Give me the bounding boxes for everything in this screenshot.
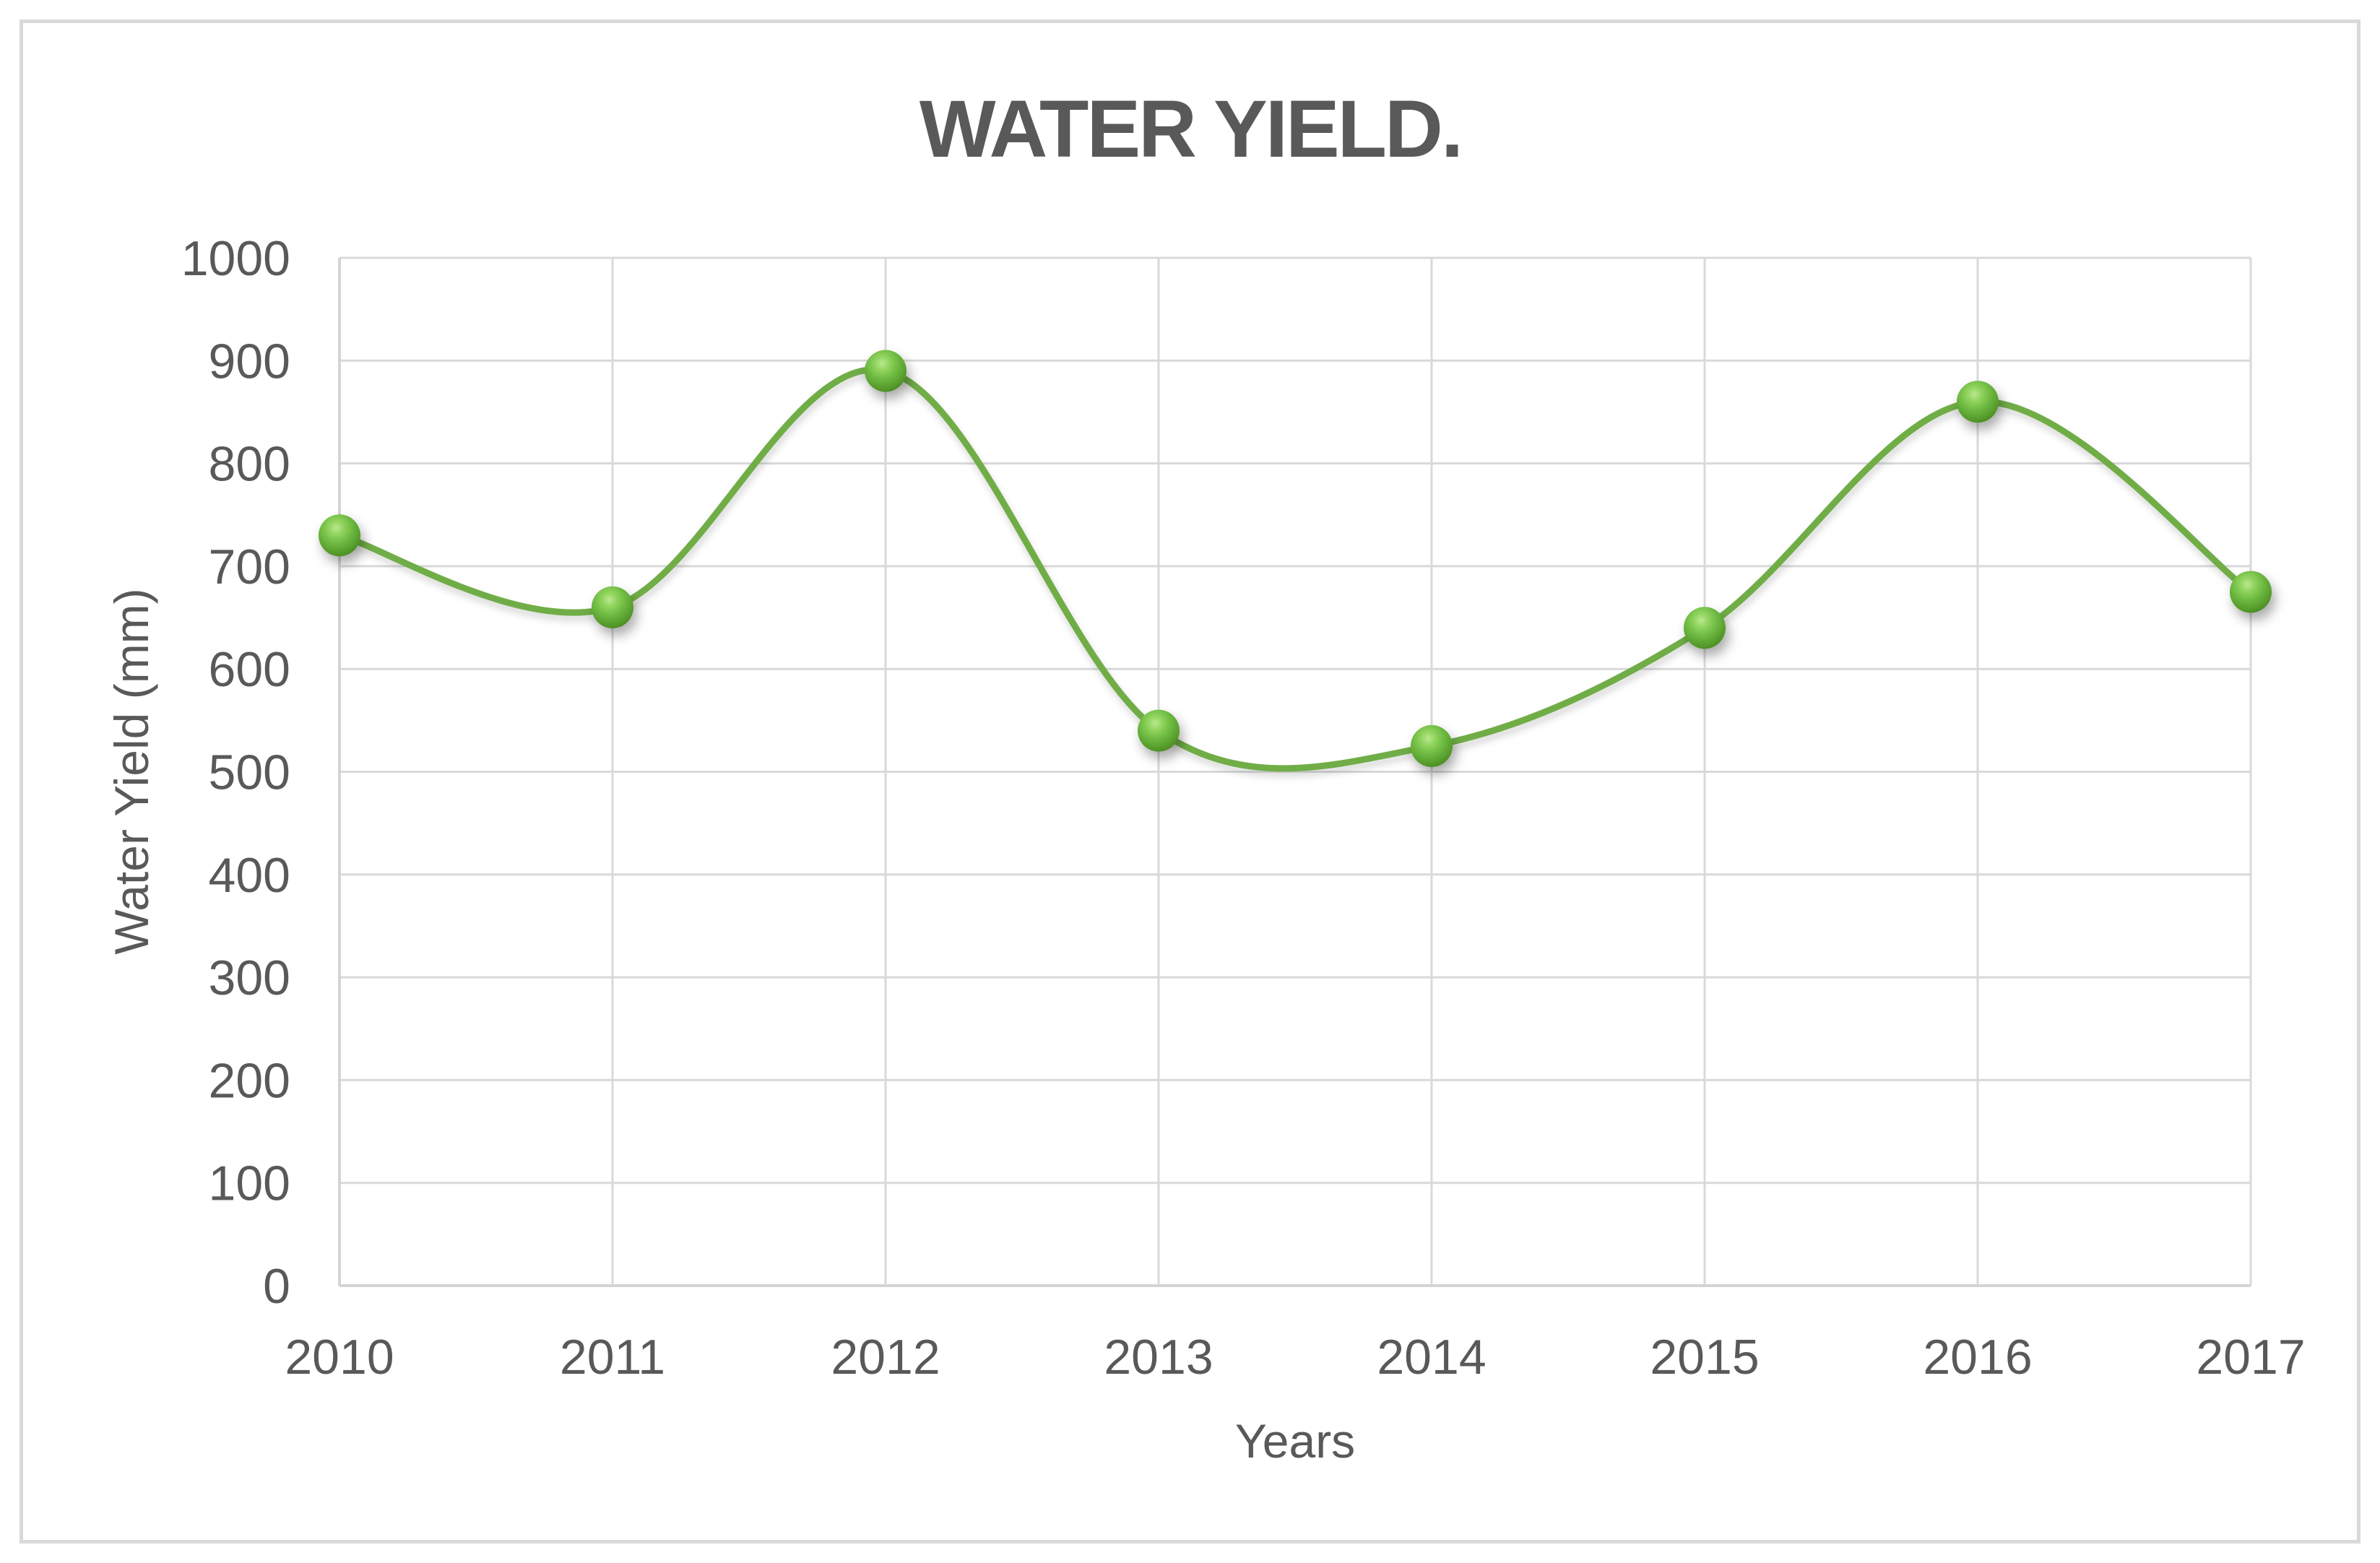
y-tick-label: 100 — [209, 1156, 290, 1211]
data-point-marker — [1411, 724, 1453, 767]
chart-border — [20, 20, 2360, 1543]
x-tick-label: 2014 — [1377, 1330, 1486, 1385]
chart-title: WATER YIELD. — [919, 84, 1461, 174]
y-tick-label: 600 — [209, 642, 290, 697]
y-tick-label: 700 — [209, 540, 290, 594]
x-tick-label: 2015 — [1650, 1330, 1759, 1385]
data-point-marker — [1957, 381, 1999, 423]
x-tick-label: 2011 — [560, 1330, 665, 1385]
x-tick-label: 2016 — [1923, 1330, 2032, 1385]
y-tick-label: 800 — [209, 437, 290, 492]
series-group — [319, 350, 2272, 772]
y-tick-label: 400 — [209, 848, 290, 903]
x-tick-label: 2013 — [1104, 1330, 1213, 1385]
y-tick-label: 500 — [209, 745, 290, 800]
x-axis-title: Years — [1235, 1414, 1355, 1468]
y-tick-label: 900 — [209, 334, 290, 389]
axes-group — [338, 258, 2251, 1287]
tick-labels-group: 0 100 200 300 400 500 600 700 800 900 1000 2010 2011… — [181, 231, 2306, 1385]
y-tick-label: 0 — [263, 1259, 290, 1314]
data-point-marker — [2230, 571, 2272, 613]
y-tick-label: 200 — [209, 1053, 290, 1108]
data-point-marker — [865, 350, 906, 392]
data-point-marker — [592, 586, 633, 628]
data-point-marker — [319, 514, 360, 557]
data-point-marker — [1138, 709, 1180, 752]
x-tick-label: 2012 — [831, 1330, 940, 1385]
y-tick-label: 1000 — [181, 231, 290, 286]
x-tick-label: 2010 — [285, 1330, 394, 1385]
y-tick-label: 300 — [209, 951, 290, 1005]
series-line — [336, 366, 2254, 772]
y-axis-title: Water Yield (mm) — [105, 588, 158, 954]
data-point-marker — [1684, 607, 1726, 649]
x-tick-label: 2017 — [2196, 1330, 2305, 1385]
